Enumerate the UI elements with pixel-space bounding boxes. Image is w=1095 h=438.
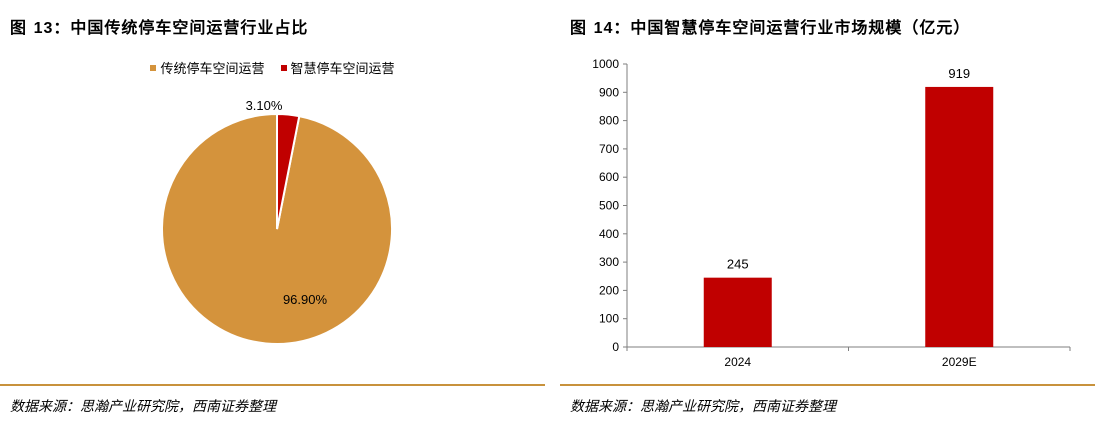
- figure-14-panel: 图 14：中国智慧停车空间运营行业市场规模（亿元） 0 100 200 300 400 5…: [560, 0, 1095, 438]
- figure-14-title-text: ：中国智慧停车空间运营行业市场规模（亿元）: [613, 18, 971, 37]
- x-tick-label: 2024: [724, 355, 751, 369]
- legend-item-smart: 智慧停车空间运营: [280, 58, 395, 77]
- y-tick-label: 600: [599, 170, 619, 184]
- y-tick-label: 700: [599, 142, 619, 156]
- y-tick-label: 500: [599, 199, 619, 213]
- y-tick-label: 300: [599, 255, 619, 269]
- legend-item-traditional: 传统停车空间运营: [150, 58, 265, 77]
- bar-value-label: 919: [948, 66, 970, 81]
- figure-13-panel: 图 13：中国传统停车空间运营行业占比 传统停车空间运营 智慧停车空间运营 96…: [0, 0, 545, 438]
- legend-swatch-traditional: [150, 64, 157, 71]
- figure-14-source: 数据来源：思瀚产业研究院，西南证券整理: [570, 399, 836, 415]
- y-tick-label: 900: [599, 85, 619, 99]
- bar-value-label: 245: [727, 257, 749, 272]
- y-tick-label: 1000: [592, 57, 619, 71]
- y-tick-label: 400: [599, 227, 619, 241]
- legend-label-traditional: 传统停车空间运营: [160, 61, 265, 76]
- figure-13-title-number: 13: [33, 20, 54, 37]
- y-tick-label: 800: [599, 114, 619, 128]
- figure-14-title-prefix: 图: [570, 18, 594, 37]
- figure-13-title-text: ：中国传统停车空间运营行业占比: [53, 18, 309, 37]
- pie-chart: 96.90% 3.10%: [161, 98, 393, 345]
- pie-label-smart: 3.10%: [246, 98, 283, 113]
- y-tick-label: 200: [599, 283, 619, 297]
- bar-2029E: [925, 86, 994, 347]
- x-tick-label: 2029E: [942, 355, 977, 369]
- figure-13-title: 图 13：中国传统停车空间运营行业占比: [10, 14, 308, 38]
- bar-2024: [703, 277, 772, 347]
- bar-chart: 0 100 200 300 400 500 600 700 800 900 1000 245 2024 9…: [592, 57, 1071, 369]
- legend-swatch-smart: [280, 64, 287, 71]
- pie-slice-smart: [276, 112, 301, 230]
- source-divider: [0, 384, 545, 386]
- y-tick-label: 100: [599, 312, 619, 326]
- figure-13-source: 数据来源：思瀚产业研究院，西南证券整理: [10, 399, 276, 415]
- figure-14-title-number: 14: [593, 20, 614, 37]
- pie-label-traditional: 96.90%: [283, 292, 328, 307]
- legend-label-smart: 智慧停车空间运营: [290, 61, 395, 76]
- pie-legend: 传统停车空间运营 智慧停车空间运营: [0, 58, 545, 77]
- source-divider: [560, 384, 1095, 386]
- figure-14-title: 图 14：中国智慧停车空间运营行业市场规模（亿元）: [570, 14, 970, 38]
- y-tick-label: 0: [612, 340, 619, 354]
- figure-13-title-prefix: 图: [10, 18, 34, 37]
